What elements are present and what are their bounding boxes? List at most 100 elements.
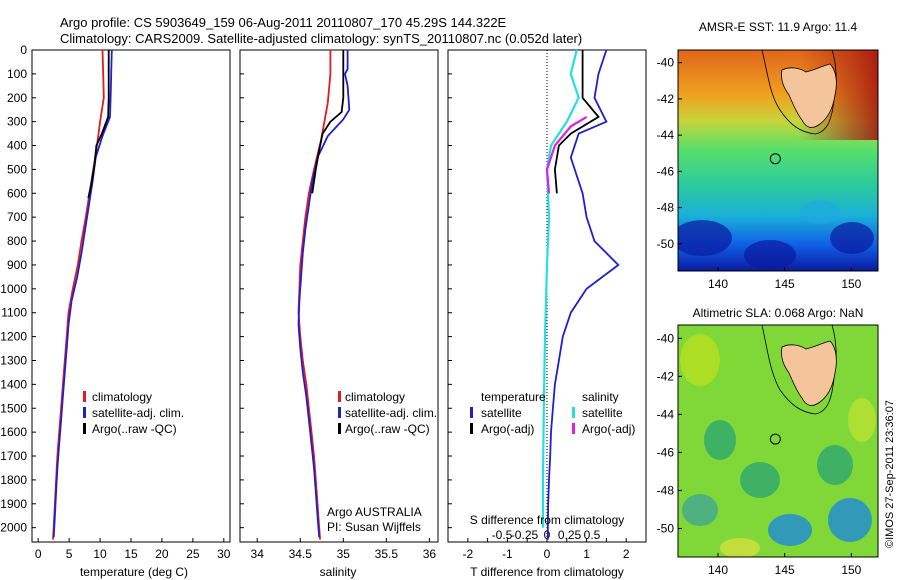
sla-anomaly bbox=[817, 445, 853, 485]
temperature-tick-label: 10 bbox=[93, 547, 107, 561]
sla-lat-tick-labels: -40 -42 -44 -46 -48 -50 bbox=[657, 331, 682, 535]
legend-swatch-satellite bbox=[83, 407, 86, 418]
temperature-series bbox=[52, 49, 113, 540]
lon-tick-label: 140 bbox=[708, 563, 728, 577]
depth-tick-label: 800 bbox=[7, 234, 27, 248]
temperature-satellite-line bbox=[546, 49, 620, 540]
tasmania-landmass bbox=[781, 340, 837, 406]
depth-tick-label: 700 bbox=[7, 210, 27, 224]
temperature-legend: climatology satellite-adj. clim. Argo(..… bbox=[83, 390, 184, 436]
lat-tick-label: -42 bbox=[657, 92, 675, 106]
depth-tick-label: 1900 bbox=[0, 497, 27, 511]
difference-tick-label: 0 bbox=[544, 547, 551, 561]
salinity-xlabel: salinity bbox=[320, 565, 357, 579]
temperature-xlabel: temperature (deg C) bbox=[80, 565, 188, 579]
lat-tick-label: -42 bbox=[657, 369, 675, 383]
difference-tick-label: 2 bbox=[623, 547, 630, 561]
lat-tick-label: -48 bbox=[657, 483, 675, 497]
depth-tick-label: 400 bbox=[7, 139, 27, 153]
sla-lon-tick-labels: 140 145 150 bbox=[708, 553, 862, 577]
sst-cold-patch bbox=[830, 222, 874, 254]
sst-map-frame bbox=[677, 49, 879, 272]
legend-label-climatology: climatology bbox=[92, 390, 152, 404]
sla-anomaly bbox=[848, 398, 876, 442]
sst-cold-patch bbox=[678, 220, 732, 256]
salinity-axes-box bbox=[239, 49, 439, 543]
legend-title-temperature: temperature bbox=[481, 390, 546, 404]
s-difference-tick-label: 0.5 bbox=[584, 528, 601, 542]
lat-tick-label: -44 bbox=[657, 407, 675, 421]
difference-tick-label: -2 bbox=[462, 547, 473, 561]
salinity-argo-adj--line bbox=[545, 115, 588, 194]
float-pi-note: PI: Susan Wijffels bbox=[327, 520, 421, 534]
lon-tick-label: 150 bbox=[841, 563, 861, 577]
lat-tick-label: -40 bbox=[657, 331, 675, 345]
legend-label-satellite: satellite-adj. clim. bbox=[92, 406, 184, 420]
lat-tick-label: -50 bbox=[657, 521, 675, 535]
legend-label-t-satellite: satellite bbox=[481, 406, 522, 420]
temperature-tick-label: 30 bbox=[217, 547, 231, 561]
lat-tick-label: -46 bbox=[657, 445, 675, 459]
sla-anomaly bbox=[720, 538, 760, 557]
legend-swatch-climatology bbox=[338, 391, 341, 402]
argo-raw-qc--line bbox=[311, 50, 345, 194]
salinity-tick-label: 35.5 bbox=[375, 547, 399, 561]
legend-label-s-argo: Argo(-adj) bbox=[582, 422, 635, 436]
header-line2: Climatology: CARS2009. Satellite-adjuste… bbox=[60, 31, 582, 46]
legend-swatch-argo bbox=[83, 423, 86, 434]
sla-map-frame bbox=[677, 324, 879, 558]
temperature-argo-adj--line bbox=[553, 50, 600, 194]
depth-tick-label: 1300 bbox=[0, 353, 27, 367]
depth-tick-label: 200 bbox=[7, 91, 27, 105]
lat-tick-label: -50 bbox=[657, 237, 675, 251]
difference-tick-label: 1 bbox=[583, 547, 590, 561]
lon-tick-label: 145 bbox=[775, 277, 795, 291]
sla-anomaly bbox=[704, 420, 736, 460]
lat-tick-label: -44 bbox=[657, 128, 675, 142]
s-difference-tick-label: -0.5 bbox=[492, 528, 513, 542]
tasmania-landmass bbox=[781, 63, 837, 128]
legend-label-argo: Argo(..raw -QC) bbox=[345, 422, 430, 436]
legend-title-salinity: salinity bbox=[582, 390, 619, 404]
sst-warm-edge bbox=[678, 50, 878, 140]
depth-tick-label: 1100 bbox=[1, 306, 27, 320]
sla-anomaly bbox=[740, 462, 780, 498]
lat-tick-label: -46 bbox=[657, 164, 675, 178]
s-difference-tick-label: -0.25 bbox=[511, 528, 539, 542]
argo-position-marker bbox=[769, 153, 781, 165]
depth-tick-label: 1800 bbox=[0, 473, 27, 487]
salinity-legend: climatology satellite-adj. clim. Argo(..… bbox=[338, 390, 437, 436]
s-difference-label: S difference from climatology bbox=[470, 513, 625, 527]
salinity-tick-label: 35 bbox=[337, 547, 351, 561]
sst-teal-patch bbox=[800, 200, 840, 224]
temperature-tick-label: 15 bbox=[124, 547, 138, 561]
legend-swatch-t-argo bbox=[470, 423, 473, 434]
depth-tick-label: 600 bbox=[7, 186, 27, 200]
salinity-tick-label: 34 bbox=[251, 547, 265, 561]
depth-tick-label: 900 bbox=[7, 258, 27, 272]
depth-tick-label: 300 bbox=[7, 115, 27, 129]
satellite-adj-clim--line bbox=[52, 49, 113, 538]
lon-tick-label: 140 bbox=[708, 277, 728, 291]
argo-position-marker bbox=[769, 433, 781, 445]
sla-map-title: Altimetric SLA: 0.068 Argo: NaN bbox=[693, 306, 864, 320]
legend-swatch-s-argo bbox=[572, 423, 575, 434]
argo-raw-qc--line bbox=[87, 50, 110, 199]
legend-label-argo: Argo(..raw -QC) bbox=[92, 422, 177, 436]
difference-legend: temperature salinity satellite Argo(-adj… bbox=[470, 390, 635, 436]
depth-tick-label: 500 bbox=[7, 162, 27, 176]
temperature-tick-label: 20 bbox=[155, 547, 169, 561]
temperature-axes-box bbox=[31, 49, 231, 543]
lat-tick-label: -40 bbox=[657, 56, 675, 70]
lat-tick-label: -48 bbox=[657, 201, 675, 215]
sla-anomaly bbox=[768, 514, 812, 546]
t-difference-label: T difference from climatology bbox=[470, 565, 624, 579]
salinity-tick-label: 36 bbox=[423, 547, 437, 561]
depth-tick-label: 1500 bbox=[0, 401, 27, 415]
lon-tick-label: 150 bbox=[841, 277, 861, 291]
legend-label-satellite: satellite-adj. clim. bbox=[345, 406, 437, 420]
sst-map: AMSR-E SST: 11.9 Argo: 11.4 140 145 150 -4… bbox=[657, 20, 879, 291]
depth-tick-label: 100 bbox=[7, 67, 27, 81]
difference-series bbox=[541, 49, 620, 540]
salinity-tick-labels: 34 34.5 35 35.5 36 bbox=[240, 49, 437, 561]
